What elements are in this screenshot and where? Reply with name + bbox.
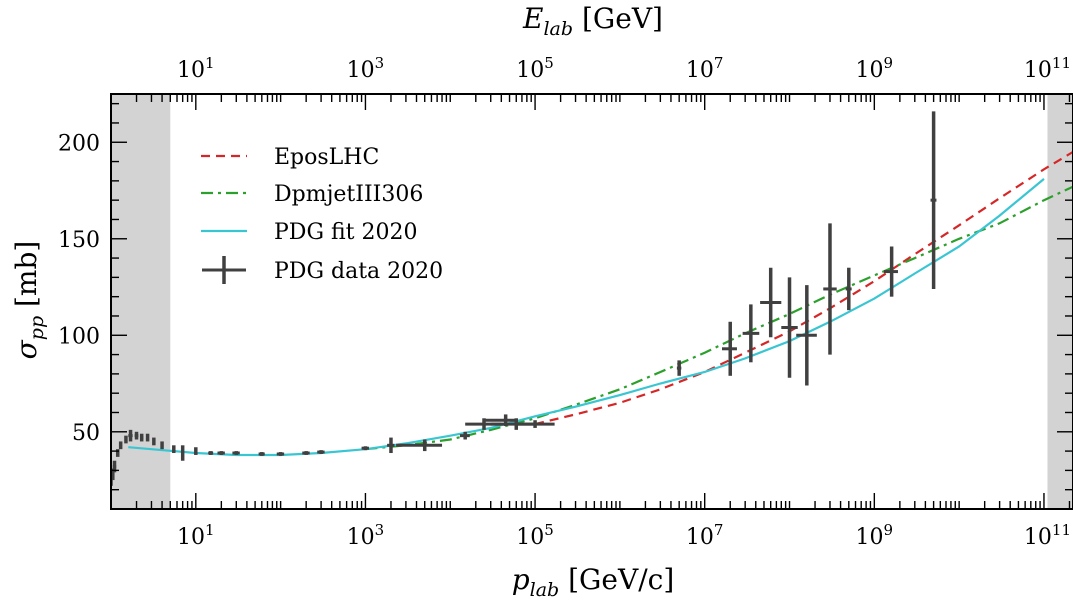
legend-label: EposLHC [274,145,379,170]
data-point [930,111,937,289]
data-point [823,223,837,355]
x2-tick-label: 109 [856,54,894,83]
shaded-regions [111,94,1073,509]
series-lines [128,150,1073,457]
data-point [134,431,139,440]
x-tick-label: 1011 [1024,521,1071,550]
data-point [396,439,443,452]
data-point [258,452,265,456]
x-axis-title: plab [GeV/c] [512,563,675,601]
y-tick-label: 200 [58,131,100,156]
data-point [276,452,285,456]
x2-tick-label: 101 [177,54,215,83]
axis-titles: plab [GeV/c] Elab [GeV] σpp [mb] [10,2,674,601]
data-point [128,429,133,442]
data-point [781,277,798,378]
data-point [387,437,395,454]
legend: EposLHC DpmjetIII306 PDG fit 2020 PDG data … [201,145,443,284]
x-tick-label: 101 [177,521,215,550]
y-tick-label: 50 [72,421,100,446]
data-point [883,246,898,297]
data-point [760,267,782,338]
data-point [361,446,369,451]
data-point [217,451,225,455]
data-point [139,433,144,442]
legend-item-pdg-fit-2020: PDG fit 2020 [201,220,418,245]
data-point [317,450,325,454]
legend-item-dpmjetiii306: DpmjetIII306 [201,182,423,207]
ticks [110,94,1073,509]
y-tick-label: 100 [58,324,100,349]
data-point [302,451,310,455]
data-point [118,441,123,450]
data-point [722,321,737,376]
data-point [676,360,682,376]
series-line-dpmjetiii306 [365,185,1073,451]
data-point [796,285,817,386]
x-tick-label: 109 [856,521,894,550]
x2-tick-label: 105 [516,54,554,83]
data-point [152,437,156,446]
series-line-eposlhc [534,150,1073,426]
legend-label: PDG fit 2020 [274,220,418,245]
data-point [180,445,185,461]
y-tick-label: 150 [58,228,100,253]
x-tick-label: 107 [686,521,724,550]
shaded-region-1 [1047,94,1073,509]
x2-tick-label: 107 [686,54,724,83]
x-tick-label: 103 [347,521,385,550]
data-point [516,420,555,428]
data-point [194,447,198,455]
tick-labels: 101 103 105 107 109 1011 101 103 105 107 109 1011 50… [58,54,1071,550]
series-line-pdg-fit-2020 [128,178,1045,457]
data-point [124,435,128,444]
y-axis-title: σpp [mb] [10,241,48,360]
data-point [232,451,240,455]
data-point [208,451,214,455]
data-point [172,445,176,454]
legend-label: PDG data 2020 [274,259,443,284]
legend-item-pdg-data-2020: PDG data 2020 [202,256,443,284]
x2-axis-title: Elab [GeV] [522,2,663,40]
data-point [742,304,760,363]
data-points [111,111,937,486]
data-point [459,431,470,440]
legend-item-eposlhc: EposLHC [201,145,379,170]
data-point [160,441,164,450]
x-tick-label: 105 [516,521,554,550]
x2-tick-label: 1011 [1024,54,1071,83]
data-point [145,433,150,442]
data-point [115,449,120,457]
data-point [845,267,852,311]
x2-tick-label: 103 [347,54,385,83]
legend-label: DpmjetIII306 [274,182,423,207]
plot-frame [110,93,1073,510]
